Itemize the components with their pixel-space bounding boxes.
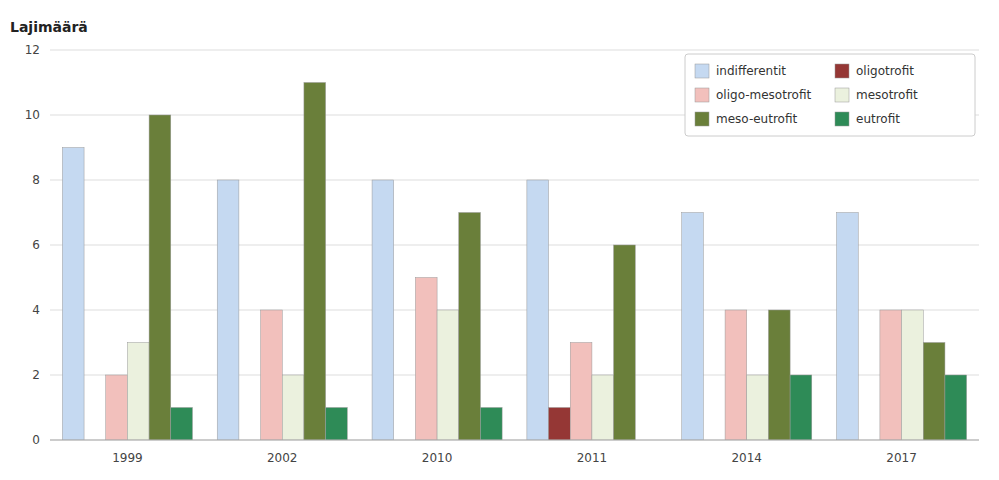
y-tick-label: 2 [32,368,40,382]
bar [902,310,924,440]
y-tick-label: 0 [32,433,40,447]
legend-label: mesotrofit [856,88,918,102]
bar [217,180,239,440]
chart-container: 0 2 4 6 8 10 12 Lajimäärä 1999 2002 2010 2011 2014 20… [0,0,999,480]
legend-frame [685,54,975,136]
x-axis-line [50,440,979,441]
legend-swatch [835,112,849,126]
bar [437,310,459,440]
legend-swatch [695,88,709,102]
grid-line [50,50,979,51]
bar [549,408,571,441]
chart: 0 2 4 6 8 10 12 Lajimäärä 1999 2002 2010 2011 2014 20… [0,0,999,480]
x-tick-label: 2010 [422,451,453,465]
x-tick-label: 2002 [267,451,298,465]
bar [592,375,614,440]
bar [527,180,549,440]
legend-label: indifferentit [716,64,786,78]
bar [304,83,326,441]
bar [326,408,348,441]
bar [415,278,437,441]
bar [459,213,481,441]
bar [880,310,902,440]
bar [747,375,769,440]
x-tick-label: 2011 [577,451,608,465]
x-tick-label: 2014 [731,451,762,465]
bar [372,180,394,440]
y-tick-label: 6 [32,238,40,252]
bar [261,310,283,440]
bar [106,375,128,440]
grid-line [50,440,979,441]
legend-swatch [695,64,709,78]
legend-label: oligotrofit [856,64,914,78]
bar [945,375,967,440]
legend-label: oligo-mesotrofit [716,88,811,102]
bar [127,343,149,441]
bar [614,245,636,440]
bar [923,343,945,441]
grid-line [50,180,979,181]
bar [570,343,592,441]
bar [682,213,704,441]
y-tick-label: 12 [25,43,40,57]
bar [480,408,502,441]
y-tick-label: 10 [25,108,40,122]
bar [790,375,812,440]
y-tick-label: 4 [32,303,40,317]
bar [768,310,790,440]
x-tick-label: 1999 [112,451,143,465]
legend-swatch [695,112,709,126]
y-axis-label: Lajimäärä [10,19,88,35]
bar [171,408,193,441]
bar [725,310,747,440]
bar [282,375,304,440]
grid [50,50,979,440]
legend-swatch [835,64,849,78]
legend-label: meso-eutrofit [716,112,797,126]
bar [62,148,84,441]
bar [149,115,171,440]
x-tick-label: 2017 [886,451,917,465]
legend: indifferentit oligotrofit oligo-mesotrofit… [685,54,975,136]
bar [837,213,859,441]
y-tick-label: 8 [32,173,40,187]
legend-label: eutrofit [856,112,900,126]
legend-swatch [835,88,849,102]
